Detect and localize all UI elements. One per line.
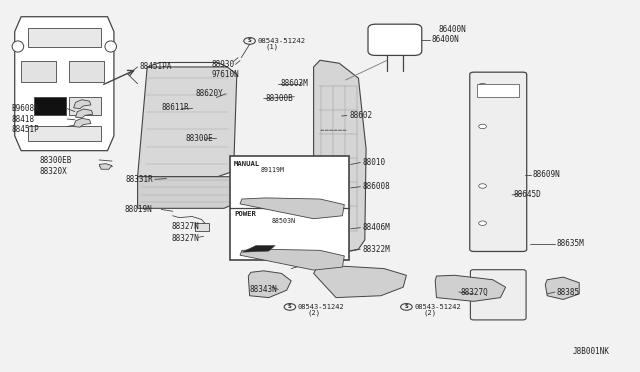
Text: 88300E: 88300E	[186, 134, 213, 143]
Polygon shape	[138, 177, 240, 208]
Text: 88327N: 88327N	[172, 222, 199, 231]
FancyBboxPatch shape	[470, 270, 526, 320]
Bar	[69, 97, 101, 115]
Text: 88019N: 88019N	[125, 205, 152, 214]
Circle shape	[479, 124, 486, 129]
Text: 97610N: 97610N	[211, 70, 239, 79]
Text: 88300B: 88300B	[266, 94, 293, 103]
Text: 88635M: 88635M	[557, 239, 584, 248]
Text: 88327N: 88327N	[172, 234, 199, 243]
Ellipse shape	[105, 41, 116, 52]
Text: 86400N: 86400N	[438, 25, 466, 34]
Text: 88320X: 88320X	[40, 167, 67, 176]
Text: 88930: 88930	[211, 60, 234, 69]
Polygon shape	[74, 118, 91, 127]
Text: B9608N: B9608N	[12, 104, 39, 113]
Text: 08543-51242: 08543-51242	[298, 304, 344, 310]
Text: 88451P: 88451P	[12, 125, 39, 134]
Text: 88303C: 88303C	[302, 262, 330, 270]
Text: S: S	[404, 304, 408, 310]
Text: 88620Y: 88620Y	[196, 89, 223, 98]
FancyBboxPatch shape	[470, 72, 527, 251]
Polygon shape	[314, 60, 366, 253]
Text: MANUAL: MANUAL	[234, 161, 260, 167]
Bar	[195, 223, 209, 231]
Circle shape	[479, 221, 486, 225]
Ellipse shape	[12, 41, 24, 52]
Text: 88331R: 88331R	[125, 175, 153, 184]
FancyBboxPatch shape	[368, 24, 422, 55]
Polygon shape	[15, 17, 114, 151]
Polygon shape	[76, 109, 93, 118]
Text: 88609N: 88609N	[532, 170, 560, 179]
Circle shape	[479, 83, 486, 88]
Polygon shape	[248, 271, 291, 298]
Text: J8B001NK: J8B001NK	[573, 347, 610, 356]
Text: 88300EB: 88300EB	[40, 156, 72, 165]
Polygon shape	[240, 198, 344, 219]
Text: 88010: 88010	[362, 158, 385, 167]
Text: 88451PA: 88451PA	[140, 62, 172, 71]
Circle shape	[479, 184, 486, 188]
Polygon shape	[242, 246, 275, 252]
Text: 88385: 88385	[557, 288, 580, 296]
Text: 89119M: 89119M	[261, 167, 285, 173]
Text: 88503N: 88503N	[272, 218, 296, 224]
Bar	[230, 156, 349, 260]
Text: 86400N: 86400N	[432, 35, 460, 44]
Text: 88322M: 88322M	[362, 245, 390, 254]
Text: (2): (2)	[424, 309, 436, 316]
Bar	[477, 84, 519, 97]
Polygon shape	[314, 266, 406, 298]
Text: 88602: 88602	[349, 111, 372, 120]
Text: 88327Q: 88327Q	[461, 288, 488, 296]
Bar	[21, 61, 56, 82]
Text: POWER: POWER	[234, 211, 256, 217]
Text: 88645D: 88645D	[514, 190, 541, 199]
Text: 08543-51242: 08543-51242	[257, 38, 305, 44]
Text: 886008: 886008	[362, 182, 390, 191]
Text: S: S	[288, 304, 292, 310]
Text: 88406M: 88406M	[362, 223, 390, 232]
Text: 88418: 88418	[12, 115, 35, 124]
Bar	[28, 126, 101, 141]
Text: 88343N: 88343N	[250, 285, 277, 294]
Polygon shape	[138, 67, 237, 177]
Text: 08543-51242: 08543-51242	[414, 304, 461, 310]
Text: (2): (2)	[307, 309, 320, 316]
Bar	[34, 97, 66, 115]
Text: 88611R: 88611R	[162, 103, 189, 112]
Text: 88603M: 88603M	[280, 79, 308, 88]
Polygon shape	[435, 275, 506, 301]
Bar	[69, 61, 104, 82]
Polygon shape	[545, 277, 579, 299]
Polygon shape	[240, 249, 344, 270]
Polygon shape	[74, 100, 91, 109]
Polygon shape	[99, 164, 112, 169]
Text: (1): (1)	[266, 43, 278, 50]
Text: S: S	[248, 38, 252, 44]
Bar	[28, 28, 101, 46]
